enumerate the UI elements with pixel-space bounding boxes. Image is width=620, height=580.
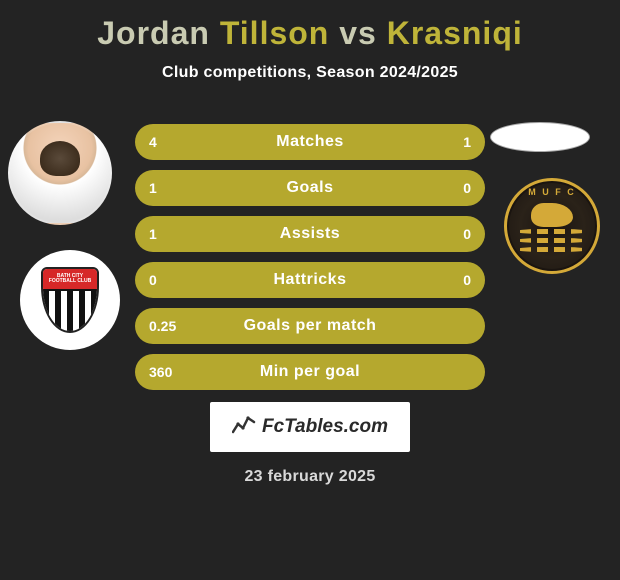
chart-icon bbox=[232, 414, 256, 440]
stat-row: 1 Assists 0 bbox=[135, 216, 485, 252]
stat-left-value: 4 bbox=[149, 134, 199, 150]
stat-label: Assists bbox=[199, 225, 421, 243]
vs-separator: vs bbox=[339, 15, 377, 51]
subtitle: Club competitions, Season 2024/2025 bbox=[0, 64, 620, 82]
brand-badge[interactable]: FcTables.com bbox=[210, 402, 410, 452]
player1-firstname: Jordan bbox=[97, 15, 210, 51]
stat-label: Goals per match bbox=[199, 317, 421, 335]
player2-name: Krasniqi bbox=[387, 15, 523, 51]
stat-label: Goals bbox=[199, 179, 421, 197]
stat-label: Min per goal bbox=[199, 363, 421, 381]
stat-label: Hattricks bbox=[199, 271, 421, 289]
stat-row: 4 Matches 1 bbox=[135, 124, 485, 160]
stat-right-value: 0 bbox=[421, 226, 471, 242]
stat-row: 1 Goals 0 bbox=[135, 170, 485, 206]
stat-right-value: 1 bbox=[421, 134, 471, 150]
stat-row: 0 Hattricks 0 bbox=[135, 262, 485, 298]
snapshot-date: 23 february 2025 bbox=[0, 468, 620, 486]
stat-left-value: 1 bbox=[149, 226, 199, 242]
page-title: Jordan Tillson vs Krasniqi bbox=[0, 15, 620, 52]
comparison-card: Jordan Tillson vs Krasniqi Club competit… bbox=[0, 0, 620, 496]
stats-area: 4 Matches 1 1 Goals 0 1 Assists 0 0 Hatt… bbox=[0, 124, 620, 390]
stat-left-value: 0.25 bbox=[149, 318, 199, 334]
stat-left-value: 0 bbox=[149, 272, 199, 288]
stat-label: Matches bbox=[199, 133, 421, 151]
stat-right-value: 0 bbox=[421, 272, 471, 288]
stat-row: 360 Min per goal bbox=[135, 354, 485, 390]
stat-right-value: 0 bbox=[421, 180, 471, 196]
player1-lastname: Tillson bbox=[220, 15, 330, 51]
stat-row: 0.25 Goals per match bbox=[135, 308, 485, 344]
stat-left-value: 360 bbox=[149, 364, 199, 380]
stat-left-value: 1 bbox=[149, 180, 199, 196]
brand-text: FcTables.com bbox=[262, 416, 388, 438]
